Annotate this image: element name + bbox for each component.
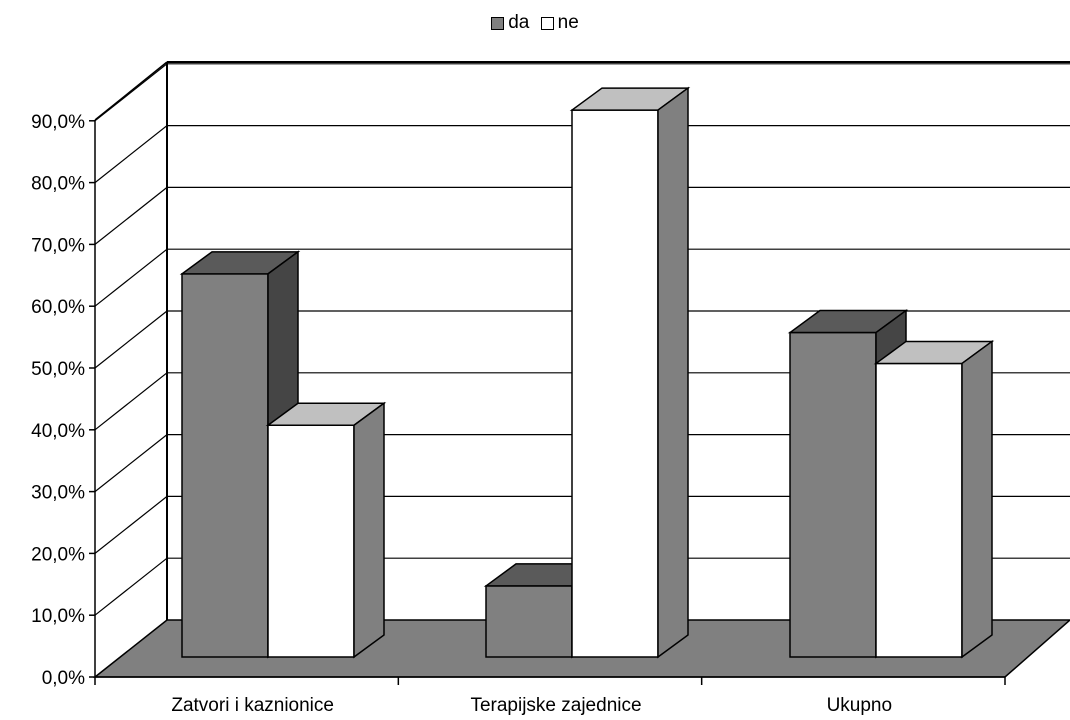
gridline-side-5 (94, 310, 168, 369)
y-tick-label: 70,0% (31, 235, 85, 256)
gridline-side-3 (94, 434, 168, 493)
gridline-side-6 (94, 248, 168, 307)
bar-da-2 (789, 331, 877, 658)
y-tick-label: 90,0% (31, 112, 85, 133)
y-tick-label: 60,0% (31, 297, 85, 318)
y-tick-label: 10,0% (31, 606, 85, 627)
legend-item-da: da (491, 12, 529, 34)
chart-legend: da ne (0, 12, 1070, 36)
legend-swatch-da (491, 16, 505, 30)
bar-side-ne-0 (353, 401, 385, 659)
x-tick-label: Zatvori i kaznionice (171, 695, 334, 716)
bar-ne-1 (571, 109, 659, 658)
gridline-side-8 (94, 125, 168, 184)
x-tick-label: Terapijske zajednice (470, 695, 641, 716)
gridline-side-4 (94, 372, 168, 431)
y-tick-label: 30,0% (31, 483, 85, 504)
y-tick-label: 20,0% (31, 544, 85, 565)
x-tick-label: Ukupno (827, 695, 893, 716)
bar-ne-0 (267, 424, 355, 658)
bar-ne-2 (875, 362, 963, 658)
legend-swatch-ne (540, 16, 554, 30)
gridline-side-1 (94, 557, 168, 616)
legend-label-ne: ne (557, 12, 579, 33)
gridline-side-7 (94, 186, 168, 245)
legend-label-da: da (508, 12, 530, 33)
gridline-side-9 (94, 63, 168, 122)
legend-item-ne: ne (540, 12, 579, 34)
bar-da-0 (181, 273, 269, 658)
bar-side-ne-1 (657, 86, 689, 659)
side-wall-top (94, 61, 168, 121)
gridline-side-2 (94, 495, 168, 554)
y-tick-label: 40,0% (31, 421, 85, 442)
y-tick-label: 0,0% (42, 668, 85, 689)
bar-da-1 (485, 585, 573, 658)
y-tick-label: 50,0% (31, 359, 85, 380)
y-tick-label: 80,0% (31, 174, 85, 195)
bar-side-ne-2 (961, 339, 993, 659)
